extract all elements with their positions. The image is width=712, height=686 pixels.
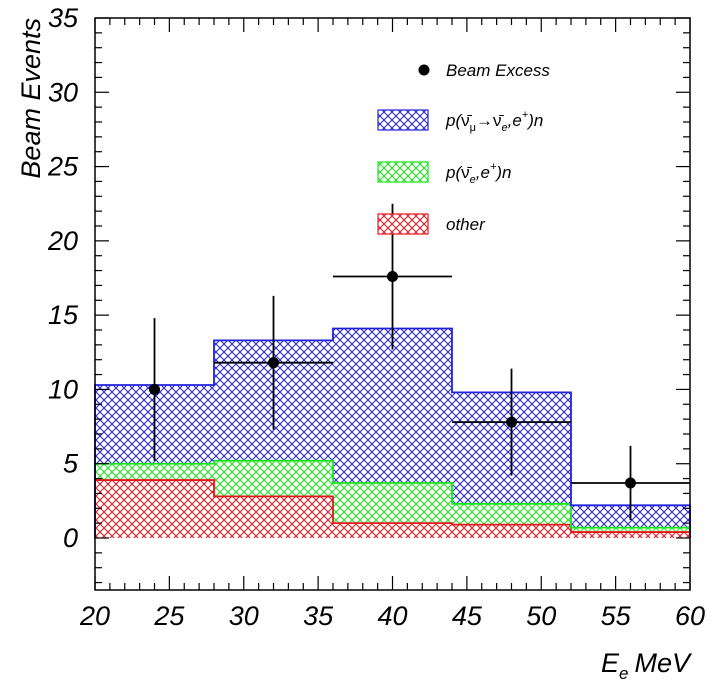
bar-p-e-e-n-4 (571, 527, 690, 533)
legend-swatch-other (377, 213, 429, 235)
x-tick-label: 35 (303, 601, 334, 631)
bar-p-e-e-n-2 (333, 483, 452, 524)
y-tick-label: 20 (47, 226, 78, 256)
legend-marker-beam-excess (418, 64, 430, 76)
x-tick-label: 55 (601, 601, 632, 631)
x-axis-title: Ee MeV (601, 648, 693, 683)
legend-swatch-nuebar (377, 161, 429, 183)
legend-label-nuebar: p(ν̄e,e+)n (445, 161, 512, 186)
y-tick-label: 35 (48, 3, 79, 33)
y-tick-label: 10 (48, 374, 78, 404)
y-tick-label: 30 (48, 77, 78, 107)
data-point (625, 477, 636, 489)
y-tick-label: 25 (47, 152, 79, 182)
legend-label-beam-excess: Beam Excess (446, 61, 550, 80)
y-tick-label: 5 (63, 449, 79, 479)
bar-other-2 (333, 523, 452, 538)
histogram-bars (95, 328, 690, 538)
legend: Beam Excess p(ν̄μ→ν̄e,e+)n p(ν̄e,e+)n ot… (377, 61, 550, 235)
x-tick-label: 25 (153, 601, 185, 631)
data-point (506, 416, 517, 428)
data-point (387, 271, 398, 283)
data-point (268, 357, 279, 369)
legend-label-other: other (446, 215, 486, 234)
bar-other-0 (95, 480, 214, 538)
legend-swatch-numubar (377, 109, 429, 131)
bar-other-4 (571, 532, 690, 538)
y-axis-title: Beam Events (16, 18, 46, 179)
outline-p-e-e-n (94, 459, 691, 538)
x-tick-label: 50 (526, 601, 556, 631)
bar-p-e-e-n-3 (452, 503, 571, 525)
x-tick-label: 20 (79, 601, 110, 631)
x-tick-label: 60 (675, 601, 705, 631)
x-tick-label: 45 (452, 601, 483, 631)
bar-other-1 (214, 496, 333, 538)
bar-p-e-e-n-1 (214, 460, 333, 497)
y-tick-label: 0 (63, 523, 78, 553)
outline-other (94, 479, 691, 538)
y-axis-ticks: 0 5 10 15 20 25 30 35 (47, 3, 690, 584)
x-tick-label: 40 (377, 601, 407, 631)
x-tick-label: 30 (229, 601, 259, 631)
legend-label-numubar: p(ν̄μ→ν̄e,e+)n (445, 109, 543, 134)
data-point (149, 383, 160, 395)
x-axis-ticks: 20 25 30 35 40 45 50 55 60 (79, 18, 705, 631)
bar-other-3 (452, 524, 571, 538)
bar-p-e-e-n-0 (95, 463, 214, 481)
y-tick-label: 15 (48, 300, 79, 330)
bar-p-e-e-n-2 (333, 328, 452, 484)
